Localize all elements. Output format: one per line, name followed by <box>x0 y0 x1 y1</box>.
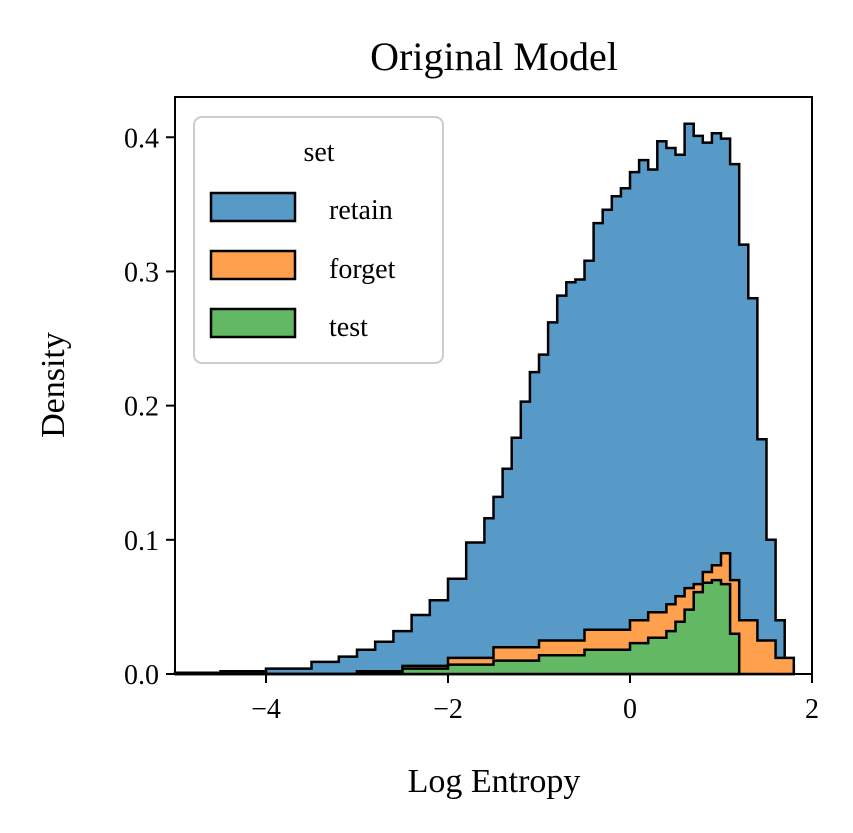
chart-title: Original Model <box>370 34 618 79</box>
legend-swatch-retain <box>209 191 297 223</box>
legend-swatch-test <box>209 307 297 339</box>
series-retain <box>173 122 796 676</box>
y-tick-label: 0.1 <box>124 526 159 557</box>
y-tick-label: 0.4 <box>124 123 159 154</box>
legend-box <box>193 116 444 364</box>
x-axis-label: Log Entropy <box>408 763 581 800</box>
y-tick-label: 0.3 <box>124 257 159 288</box>
legend-title: set <box>303 137 334 168</box>
legend-label-forget: forget <box>329 254 396 285</box>
y-axis-label: Density <box>35 332 72 438</box>
x-tick-label: −4 <box>251 694 281 725</box>
x-tick-label: 2 <box>805 694 819 725</box>
x-tick-label: −2 <box>433 694 463 725</box>
y-axis: 0.0 0.1 0.2 0.3 0.4 <box>124 123 175 691</box>
legend-swatch-forget <box>209 249 297 281</box>
series-layer <box>173 122 796 676</box>
x-tick-label: 0 <box>623 694 637 725</box>
legend-label-test: test <box>329 312 368 343</box>
y-tick-label: 0.2 <box>124 392 159 423</box>
legend: set retain forget test <box>193 116 444 364</box>
y-tick-label: 0.0 <box>124 660 159 691</box>
legend-label-retain: retain <box>329 195 393 226</box>
series-test <box>175 578 741 676</box>
x-axis: −4 −2 0 2 <box>251 674 819 725</box>
plot-frame <box>174 96 813 675</box>
